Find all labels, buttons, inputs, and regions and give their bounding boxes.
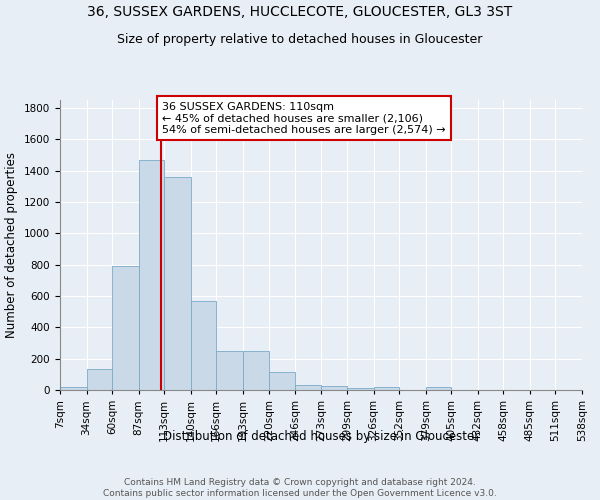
Text: 36 SUSSEX GARDENS: 110sqm
← 45% of detached houses are smaller (2,106)
54% of se: 36 SUSSEX GARDENS: 110sqm ← 45% of detac… (162, 102, 446, 135)
Bar (425, 387, 451, 390)
Bar (191, 300, 217, 390)
Text: Size of property relative to detached houses in Gloucester: Size of property relative to detached ho… (118, 32, 482, 46)
Text: Contains HM Land Registry data © Crown copyright and database right 2024.
Contai: Contains HM Land Registry data © Crown c… (103, 478, 497, 498)
Bar (217, 351, 243, 390)
Bar (60, 387, 86, 390)
Bar (269, 372, 295, 390)
Bar (243, 351, 269, 390)
Text: 36, SUSSEX GARDENS, HUCCLECOTE, GLOUCESTER, GL3 3ST: 36, SUSSEX GARDENS, HUCCLECOTE, GLOUCEST… (88, 5, 512, 19)
Y-axis label: Number of detached properties: Number of detached properties (5, 152, 19, 338)
Text: Distribution of detached houses by size in Gloucester: Distribution of detached houses by size … (163, 430, 479, 443)
Bar (295, 384, 322, 390)
Bar (322, 386, 347, 390)
Bar (86, 369, 112, 390)
Bar (139, 160, 164, 390)
Bar (164, 177, 191, 390)
Bar (374, 387, 399, 390)
Bar (112, 266, 139, 390)
Bar (347, 388, 374, 390)
